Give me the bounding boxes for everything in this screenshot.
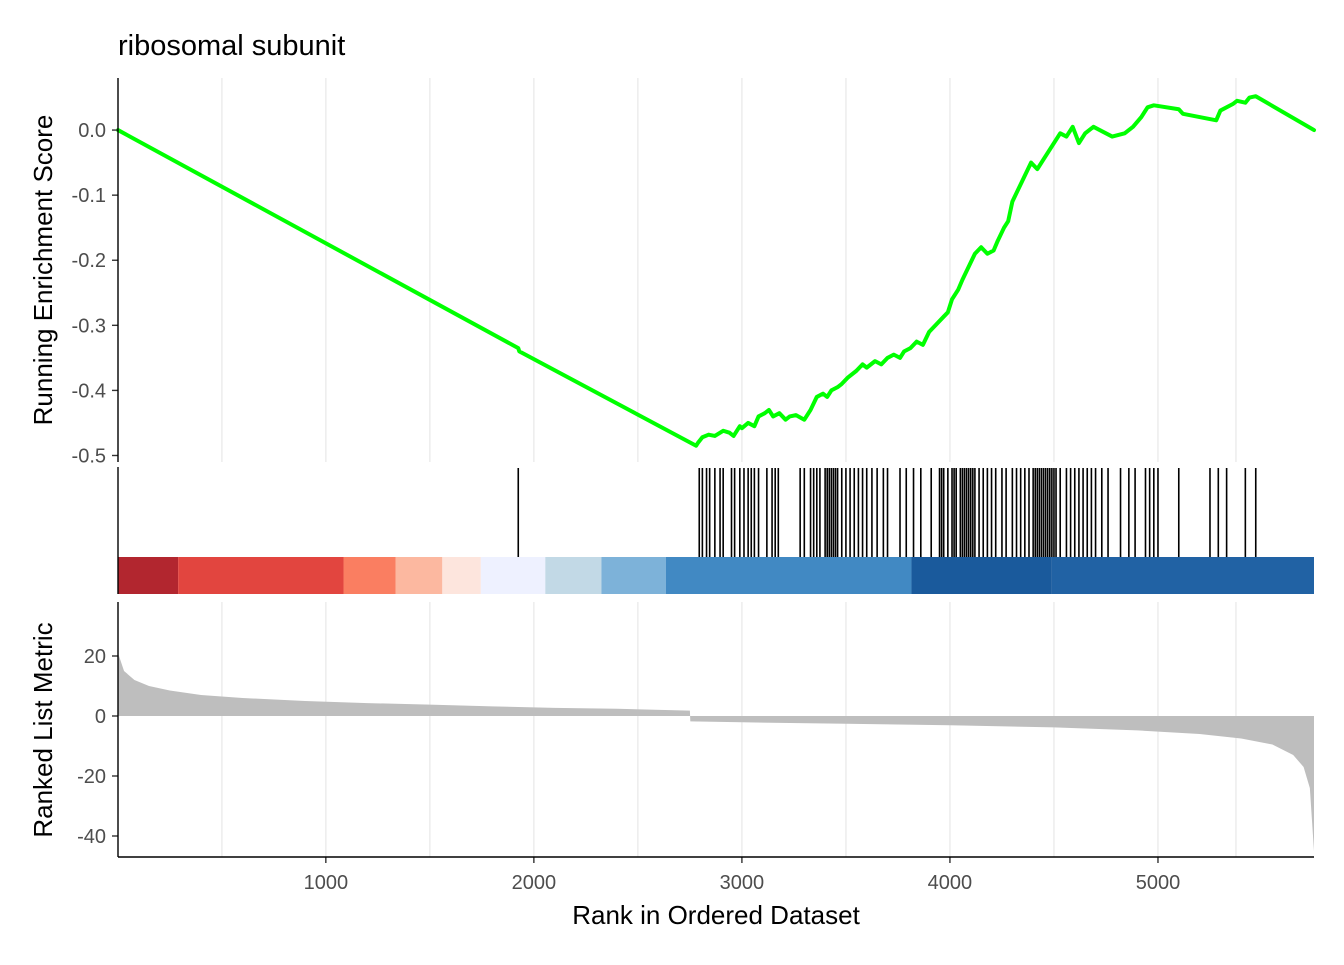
color-bar-segment [480,557,546,594]
rank-color-bar [118,557,1314,594]
ranked-metric-y-axis: 20 0 -20 -40 [77,646,118,848]
color-bar-segment [601,557,666,594]
color-bar-segment [343,557,396,594]
ranked-metric-y-axis-title: Ranked List Metric [28,622,58,837]
chart-title: ribosomal subunit [118,30,345,62]
x-tick-label: 5000 [1136,872,1181,894]
enrichment-y-tick-label: -0.3 [72,315,106,337]
ranked-metric-area [118,653,1314,851]
color-bar-segment [545,557,602,594]
color-bar-segment [665,557,912,594]
gene-hit-marks [517,468,1257,557]
ranked-metric-grid [221,602,1237,857]
hits-panel [117,467,1314,594]
enrichment-panel: 0.0 -0.1 -0.2 -0.3 -0.4 -0.5 Running Enrichme… [28,78,1316,467]
ranked-metric-y-tick-label: -40 [77,826,106,848]
ranked-metric-panel: 20 0 -20 -40 1000 2000 3000 4000 5000 Ranked Li… [28,602,1314,930]
enrichment-y-axis: 0.0 -0.1 -0.2 -0.3 -0.4 -0.5 [72,120,118,467]
color-bar-segment [395,557,443,594]
color-bar-segment [118,557,179,594]
ranked-metric-y-tick-label: 20 [84,646,106,668]
enrichment-score-line [116,94,1316,448]
enrichment-y-tick-label: 0.0 [78,120,106,142]
ranked-metric-y-tick-label: -20 [77,766,106,788]
x-axis: 1000 2000 3000 4000 5000 [304,857,1181,894]
enrichment-y-tick-label: -0.5 [72,445,106,467]
color-bar-segment [911,557,1052,594]
enrichment-y-tick-label: -0.4 [72,380,106,402]
x-tick-label: 4000 [928,872,973,894]
x-tick-label: 2000 [512,872,557,894]
color-bar-segment [1051,557,1314,594]
enrichment-y-tick-label: -0.2 [72,250,106,272]
color-bar-segment [178,557,344,594]
enrichment-y-tick-label: -0.1 [72,185,106,207]
color-bar-segment [442,557,481,594]
x-tick-label: 3000 [720,872,765,894]
x-tick-label: 1000 [304,872,349,894]
x-axis-title: Rank in Ordered Dataset [572,900,860,930]
enrichment-y-axis-title: Running Enrichment Score [28,115,58,426]
ranked-metric-y-tick-label: 0 [95,706,106,728]
enrichment-grid [221,78,1237,462]
